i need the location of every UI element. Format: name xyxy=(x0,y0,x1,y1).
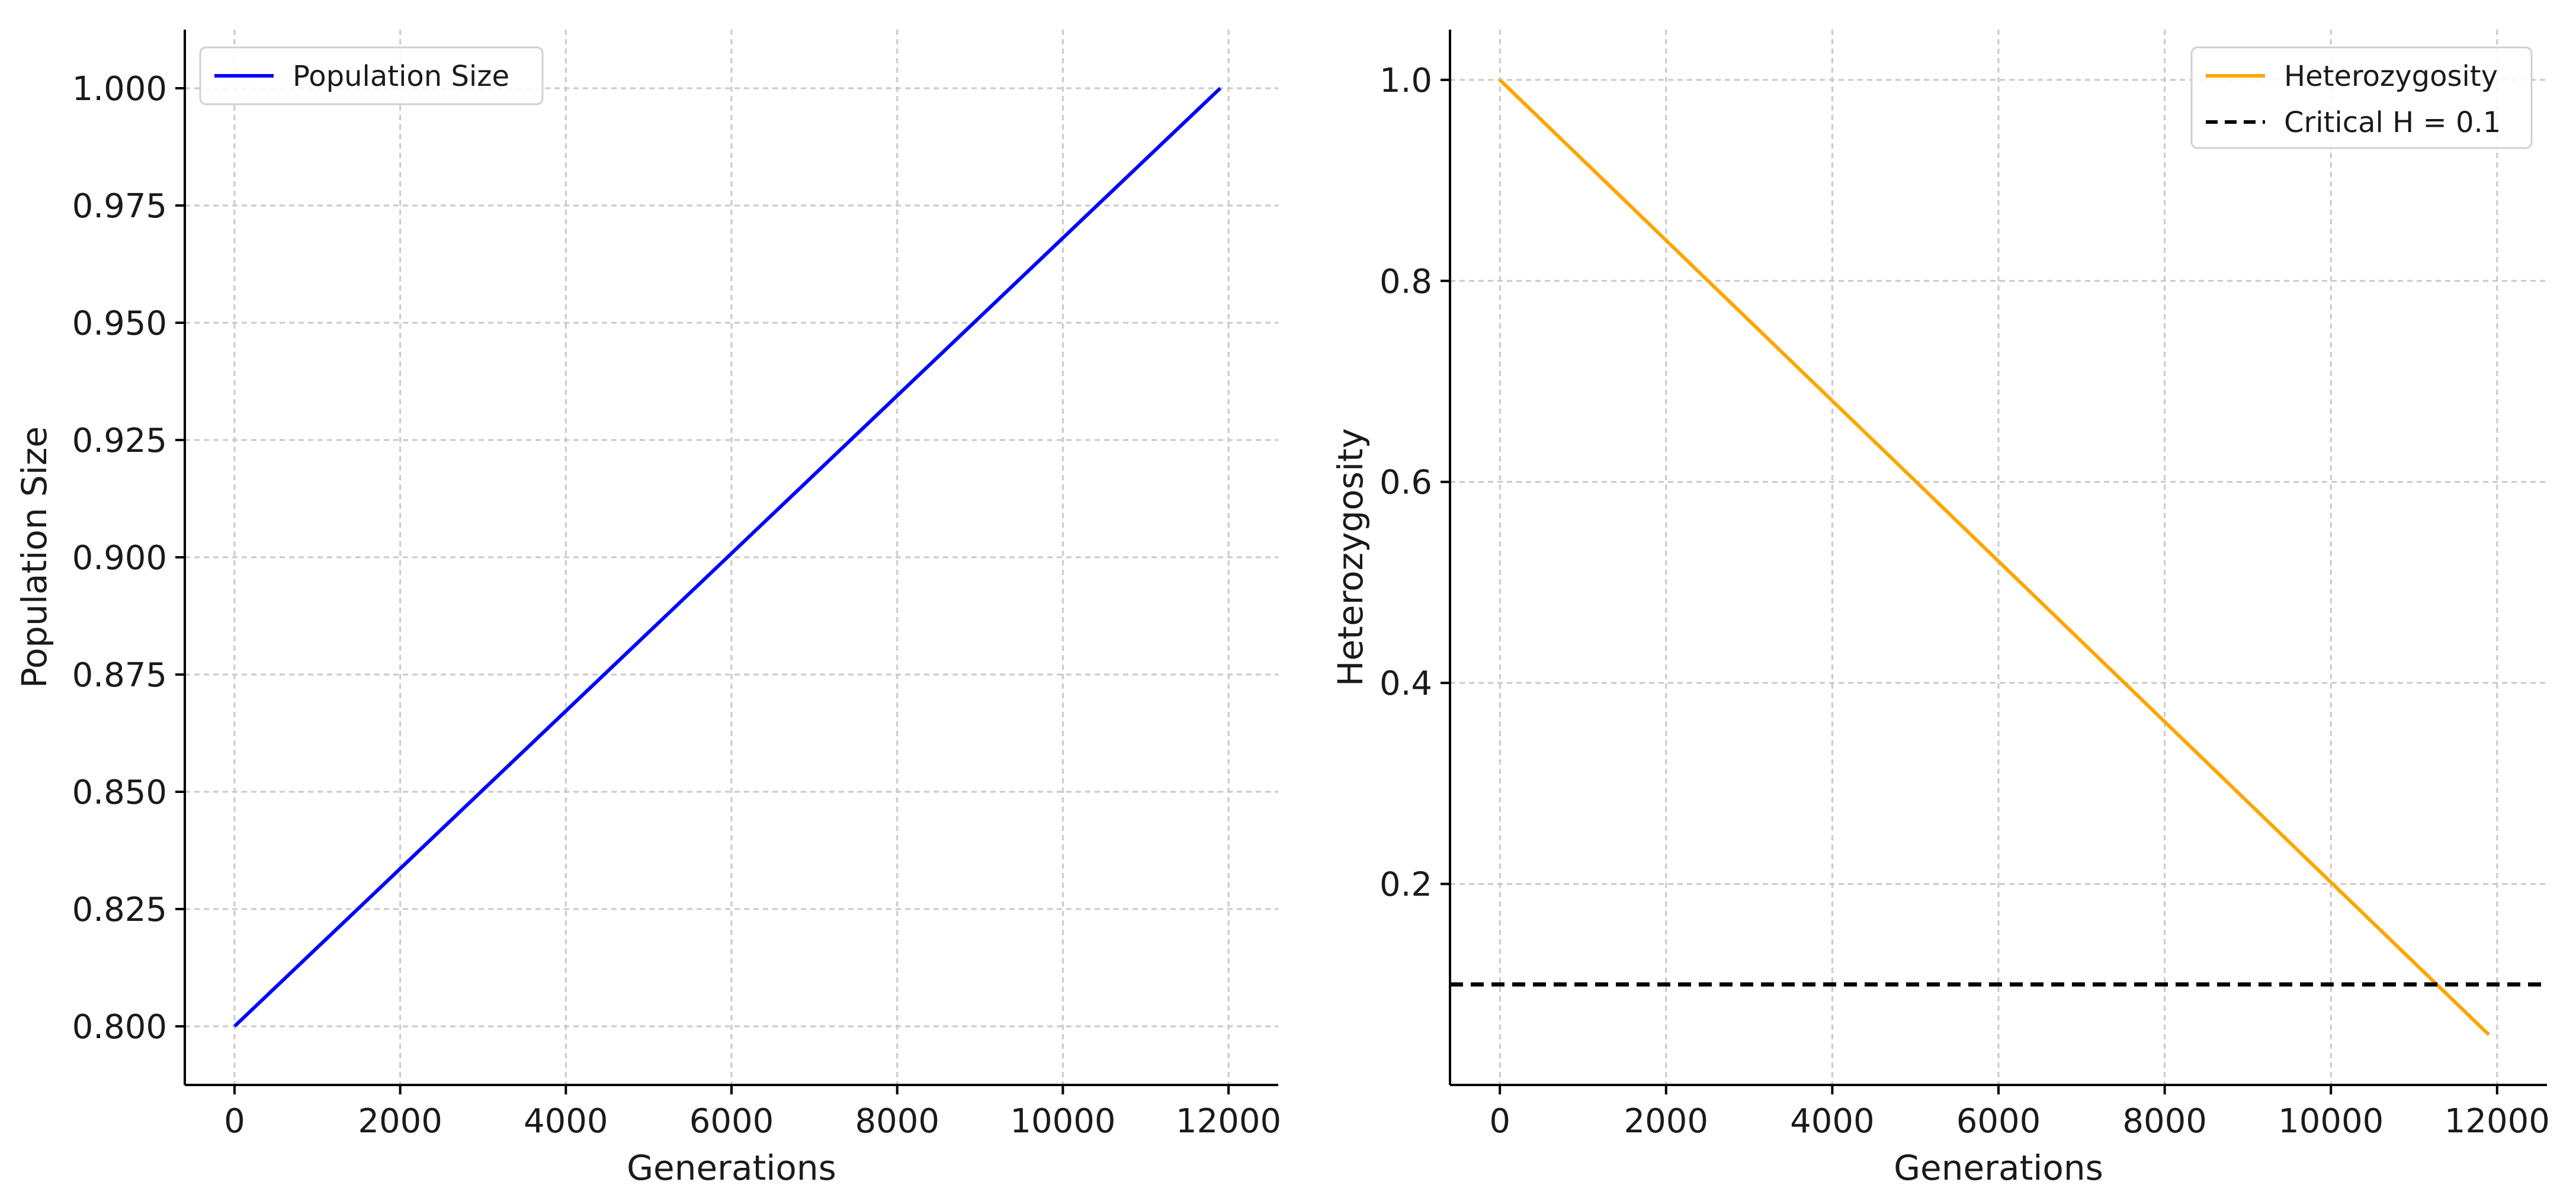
y-tick-label: 0.975 xyxy=(72,187,167,226)
series-line-population-size xyxy=(233,86,1222,1028)
x-tick-label: 12000 xyxy=(2445,1102,2550,1141)
legend-box xyxy=(2190,46,2533,149)
legend-label: Heterozygosity xyxy=(2284,60,2498,93)
x-tick-label: 4000 xyxy=(1790,1102,1875,1141)
x-tick-label: 0 xyxy=(224,1102,245,1141)
x-tick-label: 12000 xyxy=(1176,1102,1281,1141)
y-tick-label: 0.4 xyxy=(1380,664,1432,703)
x-tick-label: 10000 xyxy=(2278,1102,2383,1141)
chart-panel-1: 0 2000 4000 6000 8000 10000 12000 0.800 0.825 0.8… xyxy=(14,30,1281,1188)
x-tick-label: 8000 xyxy=(855,1102,939,1141)
x-tick-label: 2000 xyxy=(358,1102,442,1141)
y-tick-label: 0.825 xyxy=(72,891,167,929)
y-tick-label: 0.875 xyxy=(72,656,167,695)
x-tick-label: 6000 xyxy=(1956,1102,2041,1141)
legend-box xyxy=(199,46,544,105)
x-axis-label: Generations xyxy=(1894,1148,2103,1188)
y-tick-label: 0.8 xyxy=(1380,262,1432,301)
legend-label: Population Size xyxy=(293,60,509,93)
x-tick-label: 0 xyxy=(1489,1102,1510,1141)
x-tick-label: 8000 xyxy=(2122,1102,2207,1141)
legend-label: Critical H = 0.1 xyxy=(2284,106,2501,139)
x-tick-label: 10000 xyxy=(1010,1102,1115,1141)
series-line-heterozygosity xyxy=(1499,78,2490,1036)
legend: Heterozygosity Critical H = 0.1 xyxy=(2190,46,2533,149)
chart-panel-2: 0 2000 4000 6000 8000 10000 12000 0.2 0.4 0.6 0.8 1… xyxy=(1330,30,2550,1188)
y-tick-label: 0.6 xyxy=(1380,464,1432,502)
y-tick-label: 0.2 xyxy=(1380,866,1432,904)
y-tick-label: 0.900 xyxy=(72,539,167,577)
legend: Population Size xyxy=(199,46,544,105)
y-tick-label: 0.950 xyxy=(72,304,167,343)
y-tick-label: 1.000 xyxy=(72,70,167,108)
y-axis-label: Heterozygosity xyxy=(1330,428,1371,686)
x-axis-label: Generations xyxy=(627,1148,836,1188)
y-tick-label: 0.850 xyxy=(72,773,167,812)
y-tick-label: 1.0 xyxy=(1380,62,1432,100)
x-tick-label: 4000 xyxy=(524,1102,608,1141)
y-tick-label: 0.925 xyxy=(72,422,167,460)
x-tick-label: 2000 xyxy=(1624,1102,1709,1141)
y-axis-label: Population Size xyxy=(14,426,54,688)
x-tick-label: 6000 xyxy=(689,1102,774,1141)
y-tick-label: 0.800 xyxy=(72,1008,167,1046)
